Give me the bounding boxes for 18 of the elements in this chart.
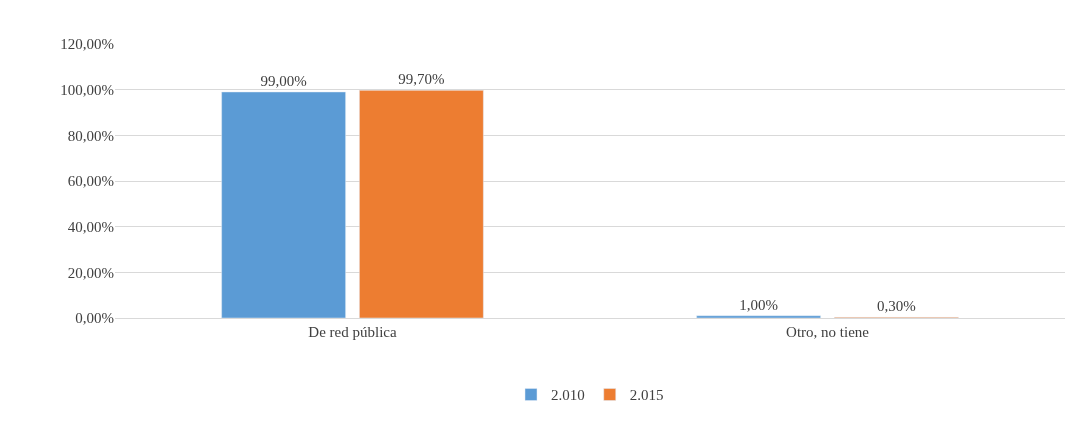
y-tick-label: 20,00% [67, 264, 114, 281]
data-label: 1,00% [739, 296, 778, 313]
bar [221, 91, 346, 318]
y-tick-label: 80,00% [67, 127, 114, 144]
x-tick-label: De red pública [308, 324, 397, 340]
legend-label: 2.015 [629, 387, 664, 404]
data-label: 99,70% [398, 71, 445, 88]
y-tick-label: 120,00% [60, 36, 114, 53]
bar [696, 315, 821, 318]
data-label: 99,00% [260, 72, 307, 89]
data-label: 0,30% [877, 298, 916, 315]
y-tick-label: 100,00% [60, 81, 114, 98]
x-tick-label: Otro, no tiene [786, 324, 870, 340]
bar [359, 90, 484, 318]
y-tick-label: 60,00% [67, 173, 114, 190]
y-tick-label: 0,00% [75, 310, 114, 327]
y-tick-label: 40,00% [67, 218, 114, 235]
legend-label: 2.010 [551, 387, 585, 404]
